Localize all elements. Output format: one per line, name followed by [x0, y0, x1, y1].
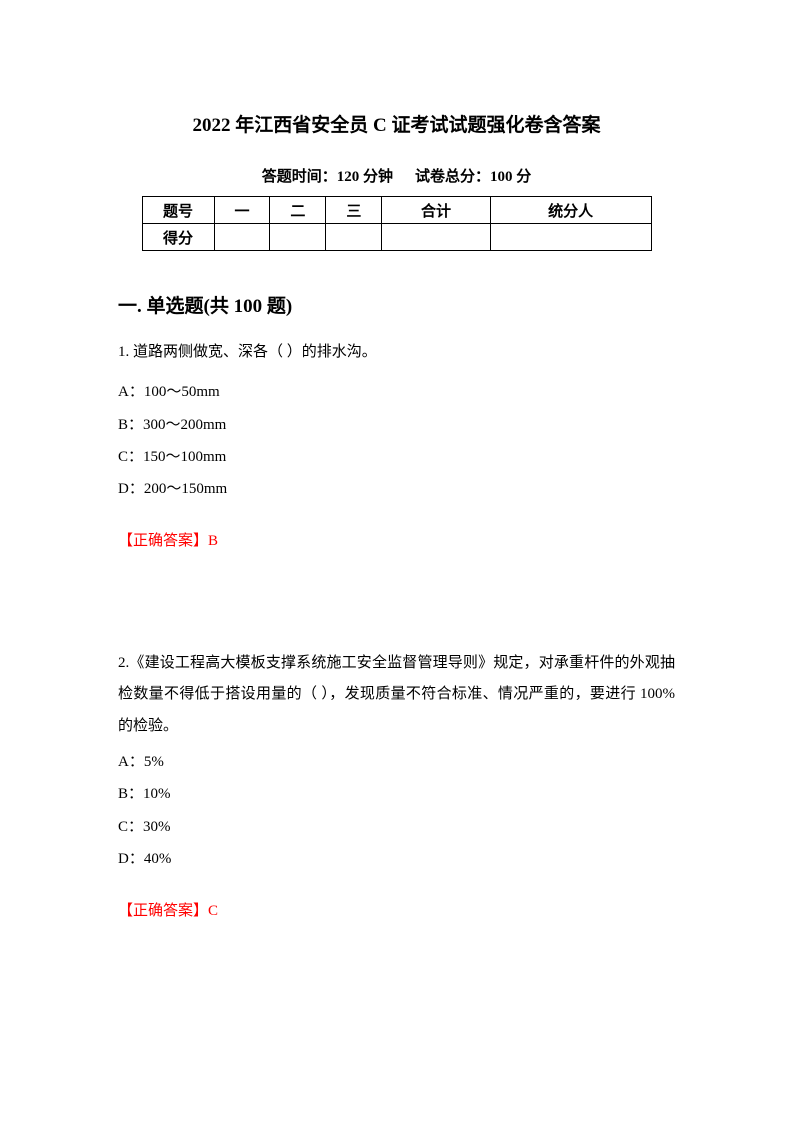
option-d: D：200～150mm: [118, 473, 675, 505]
option-a: A：5%: [118, 746, 675, 778]
question-1-text: 1. 道路两侧做宽、深各（ ）的排水沟。: [118, 336, 675, 368]
score-cell: [214, 224, 270, 251]
section-header: 一. 单选题(共 100 题): [118, 291, 675, 318]
header-cell: 合计: [382, 197, 490, 224]
table-row: 得分: [142, 224, 651, 251]
option-c: C：150～100mm: [118, 441, 675, 473]
option-b: B：300～200mm: [118, 409, 675, 441]
score-table: 题号 一 二 三 合计 统分人 得分: [142, 196, 652, 251]
option-d: D：40%: [118, 843, 675, 875]
header-cell: 二: [270, 197, 326, 224]
header-cell: 一: [214, 197, 270, 224]
header-cell: 三: [326, 197, 382, 224]
header-cell: 题号: [142, 197, 214, 224]
question-2-text: 2.《建设工程高大模板支撑系统施工安全监督管理导则》规定，对承重杆件的外观抽检数…: [118, 648, 675, 743]
score-cell: [382, 224, 490, 251]
header-cell: 统分人: [490, 197, 651, 224]
time-label: 答题时间：120 分钟: [262, 169, 393, 185]
exam-title: 2022 年江西省安全员 C 证考试试题强化卷含答案: [118, 110, 675, 137]
table-row: 题号 一 二 三 合计 统分人: [142, 197, 651, 224]
option-c: C：30%: [118, 811, 675, 843]
option-b: B：10%: [118, 778, 675, 810]
score-cell: [326, 224, 382, 251]
total-score-label: 试卷总分：100 分: [415, 169, 531, 185]
score-cell: [490, 224, 651, 251]
score-cell: [270, 224, 326, 251]
option-a: A：100～50mm: [118, 376, 675, 408]
score-label-cell: 得分: [142, 224, 214, 251]
answer-2: 【正确答案】C: [118, 895, 675, 927]
exam-meta: 答题时间：120 分钟 试卷总分：100 分: [118, 165, 675, 186]
answer-1: 【正确答案】B: [118, 525, 675, 557]
